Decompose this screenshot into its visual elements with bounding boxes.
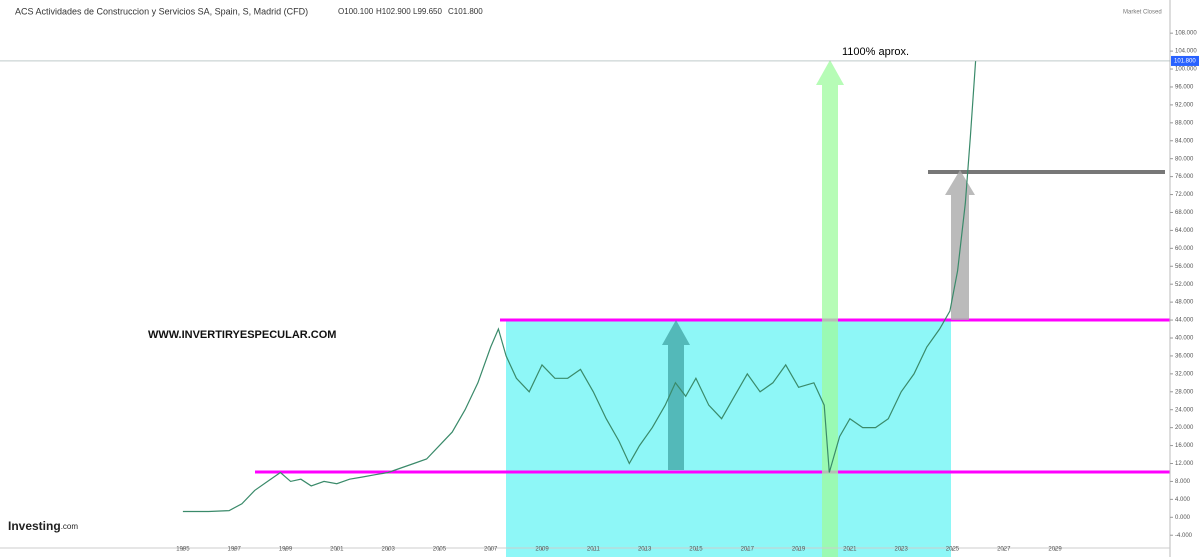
market-status: Market Closed [1123, 10, 1162, 16]
y-tick-label: 28.000 [1175, 389, 1194, 395]
x-tick-label: 2025 [946, 547, 960, 553]
y-tick-label: 16.000 [1175, 443, 1194, 449]
y-tick-label: 32.000 [1175, 371, 1194, 377]
x-tick-label: 2015 [689, 547, 703, 553]
x-tick-label: 2007 [484, 547, 498, 553]
x-tick-label: 2003 [381, 547, 395, 553]
y-tick-label: 76.000 [1175, 174, 1194, 180]
brand-logo: Investing.com [8, 519, 78, 533]
x-tick-label: 1999 [279, 547, 293, 553]
x-tick-label: 2001 [330, 547, 344, 553]
x-tick-label: 2027 [997, 547, 1011, 553]
y-tick-label: 12.000 [1175, 461, 1194, 467]
brand-suffix: .com [61, 522, 79, 531]
x-tick-label: 2009 [535, 547, 549, 553]
y-tick-label: 8.000 [1175, 479, 1191, 485]
y-tick-label: 52.000 [1175, 282, 1194, 288]
range-box [506, 320, 951, 557]
gain-annotation: 1100% aprox. [842, 46, 909, 58]
y-tick-label: 100.000 [1175, 67, 1197, 73]
y-tick-label: 80.000 [1175, 156, 1194, 162]
last-price-label: 101.800 [1174, 59, 1196, 65]
y-tick-label: 40.000 [1175, 336, 1194, 342]
y-tick-label: 4.000 [1175, 497, 1191, 503]
y-tick-label: 48.000 [1175, 300, 1194, 306]
x-tick-label: 2011 [587, 547, 601, 553]
website-annotation: WWW.INVERTIRYESPECULAR.COM [148, 329, 336, 341]
x-tick-label: 2013 [638, 547, 652, 553]
y-tick-label: 56.000 [1175, 264, 1194, 270]
last-price-box [1171, 55, 1199, 66]
y-tick-label: 60.000 [1175, 246, 1194, 252]
y-tick-label: 104.000 [1175, 49, 1197, 55]
y-tick-label: 96.000 [1175, 85, 1194, 91]
x-tick-label: 2029 [1048, 547, 1062, 553]
price-line [182, 60, 977, 513]
x-tick-label: 2017 [741, 547, 755, 553]
x-tick-label: 2021 [843, 547, 857, 553]
y-tick-label: 92.000 [1175, 102, 1194, 108]
y-tick-label: 36.000 [1175, 353, 1194, 359]
ohlc-open: O100.100 [338, 7, 374, 16]
y-tick-label: 44.000 [1175, 318, 1194, 324]
y-tick-label: 24.000 [1175, 407, 1194, 413]
x-tick-label: 2019 [792, 547, 806, 553]
chart-title: ACS Actividades de Construccion y Servic… [15, 6, 308, 16]
ohlc-close: C101.800 [448, 7, 483, 16]
y-tick-label: 84.000 [1175, 138, 1194, 144]
ohlc-high: H102.900 [376, 7, 411, 16]
y-tick-label: 108.000 [1175, 31, 1197, 37]
brand-name: Investing [8, 519, 61, 533]
x-tick-label: 1997 [228, 547, 242, 553]
y-tick-label: 72.000 [1175, 192, 1194, 198]
y-tick-label: 20.000 [1175, 425, 1194, 431]
green-arrow [816, 60, 844, 557]
y-tick-label: 68.000 [1175, 210, 1194, 216]
ohlc-low: L99.650 [413, 7, 442, 16]
y-tick-label: 64.000 [1175, 228, 1194, 234]
x-tick-label: 1995 [176, 547, 190, 553]
y-tick-label: 88.000 [1175, 120, 1194, 126]
teal-arrow [662, 320, 690, 470]
x-tick-label: 2005 [433, 547, 447, 553]
y-tick-label: -4.000 [1175, 533, 1193, 539]
x-tick-label: 2023 [894, 547, 908, 553]
y-tick-label: 0.000 [1175, 515, 1191, 521]
